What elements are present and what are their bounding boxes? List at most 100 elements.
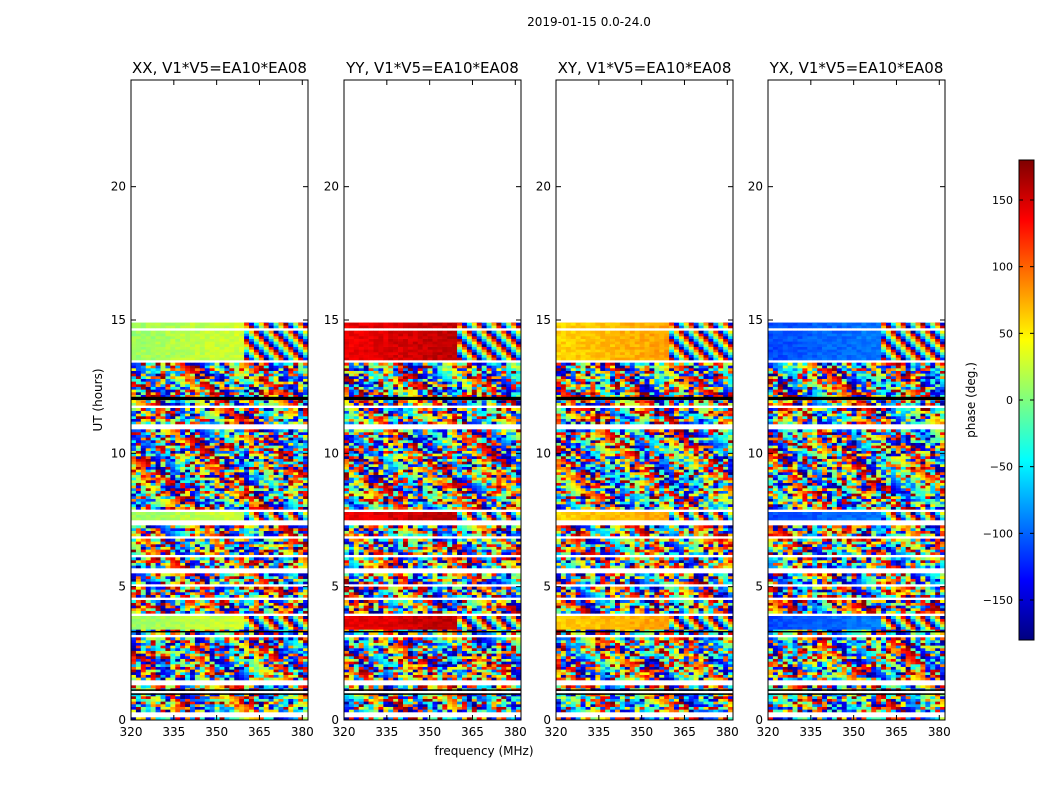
heatmap-cell <box>244 354 250 358</box>
heatmap-cell <box>283 629 289 633</box>
heatmap-cell <box>348 709 355 713</box>
heatmap-cell <box>239 432 245 435</box>
heatmap-cell <box>135 648 142 651</box>
heatmap-cell <box>145 616 151 619</box>
heatmap-cell <box>135 656 142 659</box>
heatmap-cell <box>209 389 215 393</box>
heatmap-cell <box>180 448 186 451</box>
heatmap-cell <box>131 493 137 497</box>
heatmap-cell <box>298 373 304 377</box>
heatmap-cell <box>165 658 171 662</box>
heatmap-cell <box>145 605 151 609</box>
heatmap-cell <box>175 608 181 611</box>
heatmap-cell <box>160 344 166 347</box>
heatmap-cell <box>278 626 284 630</box>
heatmap-cell <box>135 586 142 590</box>
heatmap-cell <box>393 701 399 705</box>
heatmap-cell <box>185 400 191 403</box>
heatmap-cell <box>175 490 181 494</box>
heatmap-cell <box>263 400 269 403</box>
heatmap-cell <box>155 600 161 603</box>
heatmap-cell <box>229 498 235 502</box>
heatmap-cell <box>180 434 186 438</box>
heatmap-cell <box>175 709 181 713</box>
heatmap-cell <box>278 528 284 531</box>
heatmap-cell <box>268 602 274 606</box>
heatmap-cell <box>180 493 186 497</box>
heatmap-cell <box>175 504 181 507</box>
heatmap-cell <box>263 677 269 681</box>
heatmap-cell <box>224 341 230 345</box>
heatmap-cell <box>165 546 171 550</box>
heatmap-cell <box>175 357 181 361</box>
heatmap-cell <box>165 410 171 414</box>
heatmap-cell <box>244 573 250 577</box>
heatmap-cell <box>160 618 166 622</box>
heatmap-cell <box>476 704 482 707</box>
heatmap-cell <box>190 474 196 478</box>
heatmap-cell <box>155 333 161 337</box>
heatmap-cell <box>160 573 166 577</box>
heatmap-cell <box>209 336 215 339</box>
heatmap-cell <box>244 474 250 478</box>
heatmap-cell <box>263 514 269 518</box>
heatmap-cell <box>407 706 414 710</box>
heatmap-cell <box>175 664 181 667</box>
heatmap-cell <box>185 530 191 534</box>
heatmap-cell <box>190 560 196 563</box>
heatmap-cell <box>273 562 279 566</box>
heatmap-cell <box>224 445 230 449</box>
heatmap-cell <box>199 626 206 630</box>
heatmap-cell <box>214 410 220 414</box>
heatmap-cell <box>219 533 225 537</box>
heatmap-cell <box>155 416 161 419</box>
heatmap-cell <box>234 589 240 593</box>
heatmap-cell <box>263 493 269 497</box>
heatmap-cell <box>185 608 191 611</box>
heatmap-cell <box>234 501 240 505</box>
heatmap-cell <box>288 552 294 555</box>
heatmap-cell <box>135 325 142 329</box>
heatmap-cell <box>412 698 419 702</box>
heatmap-cell <box>263 658 269 662</box>
heatmap-cell <box>219 432 225 435</box>
heatmap-cell <box>194 666 201 670</box>
heatmap-cell <box>209 437 215 441</box>
heatmap-cell <box>368 701 374 705</box>
heatmap-cell <box>190 477 196 481</box>
heatmap-cell <box>234 685 240 689</box>
heatmap-cell <box>258 581 265 585</box>
heatmap-cell <box>403 709 409 713</box>
heatmap-cell <box>204 578 210 582</box>
heatmap-cell <box>268 408 274 411</box>
heatmap-cell <box>268 586 274 590</box>
heatmap-cell <box>190 429 196 433</box>
heatmap-cell <box>190 480 196 483</box>
heatmap-cell <box>244 610 250 614</box>
heatmap-cell <box>135 621 142 625</box>
heatmap-cell <box>253 381 260 385</box>
heatmap-cell <box>194 544 201 547</box>
heatmap-cell <box>131 421 137 425</box>
heatmap-cell <box>258 648 265 651</box>
heatmap-cell <box>273 440 279 443</box>
heatmap-cell <box>214 352 220 355</box>
heatmap-cell <box>155 362 161 366</box>
heatmap-cell <box>258 608 265 611</box>
heatmap-cell <box>283 621 289 625</box>
heatmap-cell <box>131 477 137 481</box>
heatmap-cell <box>229 709 235 713</box>
heatmap-cell <box>253 362 260 366</box>
heatmap-cell <box>140 578 147 582</box>
heatmap-cell <box>303 418 309 422</box>
heatmap-cell <box>199 493 206 497</box>
heatmap-cell <box>268 608 274 611</box>
heatmap-cell <box>263 642 269 646</box>
heatmap-cell <box>249 341 255 345</box>
heatmap-cell <box>293 384 299 387</box>
heatmap-cell <box>253 464 260 467</box>
heatmap-cell <box>185 504 191 507</box>
heatmap-cell <box>185 525 191 529</box>
heatmap-cell <box>145 469 151 473</box>
heatmap-cell <box>190 594 196 598</box>
